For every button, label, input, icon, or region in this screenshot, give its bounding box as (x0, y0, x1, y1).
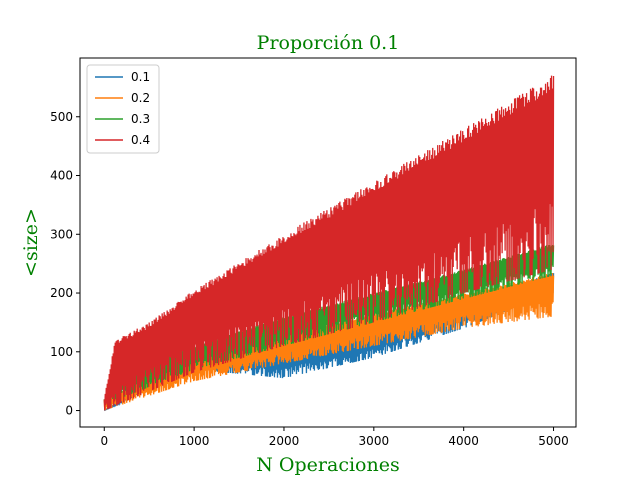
y-tick-label: 200 (50, 286, 73, 300)
x-tick-label: 2000 (269, 434, 300, 448)
y-tick-label: 300 (50, 227, 73, 241)
y-axis: 0 100 200 300 400 500 (50, 110, 80, 418)
legend-label: 0.2 (131, 91, 150, 105)
chart-title: Proporción 0.1 (257, 32, 400, 54)
series-line-0-4 (103, 75, 555, 411)
legend-label: 0.4 (131, 133, 150, 147)
legend-label: 0.1 (131, 70, 150, 84)
legend: 0.1 0.2 0.3 0.4 (86, 64, 160, 154)
x-tick-label: 3000 (359, 434, 390, 448)
legend-label: 0.3 (131, 112, 150, 126)
y-tick-label: 0 (65, 404, 73, 418)
plot-area (103, 75, 555, 412)
x-tick-label: 4000 (448, 434, 479, 448)
y-tick-label: 500 (50, 110, 73, 124)
x-axis-label: N Operaciones (256, 454, 399, 476)
x-tick-label: 5000 (538, 434, 569, 448)
plot-frame (79, 57, 577, 428)
x-tick-label: 0 (100, 434, 108, 448)
y-tick-label: 400 (50, 169, 73, 183)
legend-box (86, 64, 160, 154)
y-tick-label: 100 (50, 345, 73, 359)
y-axis-label: <size> (20, 208, 42, 277)
x-axis: 0 1000 2000 3000 4000 5000 (100, 427, 569, 448)
x-tick-label: 1000 (179, 434, 210, 448)
